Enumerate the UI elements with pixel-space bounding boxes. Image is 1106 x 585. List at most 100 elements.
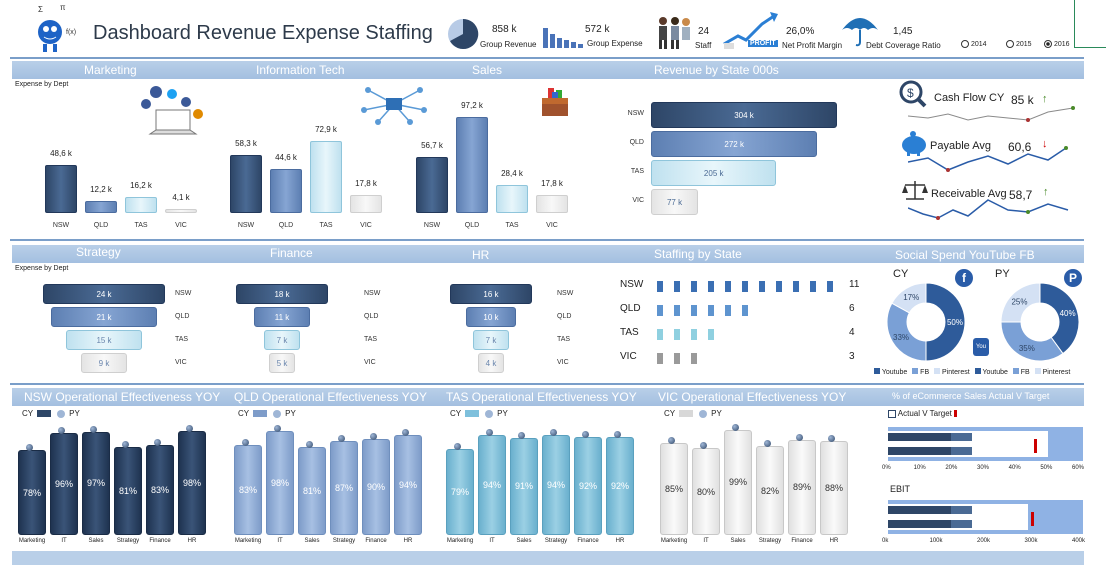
bar-value-label: 4,1 k — [172, 192, 190, 202]
legend-cy-swatch — [679, 410, 694, 418]
year-label: 2014 — [970, 40, 987, 48]
op-bar — [692, 448, 720, 535]
op-bar — [756, 446, 784, 535]
op-category-label: Finance — [149, 538, 171, 544]
person-icon — [674, 305, 680, 316]
op-category-label: Sales — [516, 538, 532, 544]
bar-category-label: TAS — [319, 222, 333, 229]
op-category-label: Sales — [88, 538, 104, 544]
divider — [10, 239, 1084, 241]
py-marker-dot — [550, 428, 557, 436]
svg-text:Σ: Σ — [38, 5, 43, 14]
legend-fb: FB — [920, 369, 930, 376]
op-category-label: IT — [703, 538, 709, 544]
py-marker-dot — [518, 431, 525, 439]
panel-title-staffing: Staffing by State — [654, 247, 742, 261]
legend-py-swatch — [485, 409, 494, 418]
kpi-debt-value: 1,45 — [893, 26, 913, 37]
staff-count: 6 — [849, 303, 855, 314]
op-bar — [606, 436, 634, 535]
person-icon — [827, 281, 833, 292]
op-bar-label: 92% — [610, 480, 629, 491]
ecom-legend: Actual V Target — [888, 409, 958, 418]
revenue-bar: 272 k — [651, 131, 818, 157]
ebit-target-marker — [1031, 512, 1034, 526]
state-label: VIC — [175, 359, 187, 366]
py-marker-dot — [454, 443, 461, 451]
kpi-staff-value: 24 — [698, 26, 710, 37]
funnel-bar-label: 21 k — [96, 313, 112, 322]
funnel-bar-label: 11 k — [274, 313, 290, 322]
funnel-bar: 18 k — [236, 284, 328, 304]
op-legend: CY PY — [450, 409, 508, 418]
person-icon — [776, 281, 782, 292]
legend-youtube: Youtube — [881, 369, 908, 376]
py-marker-dot — [26, 444, 33, 452]
op-bar — [574, 436, 602, 535]
py-donut-slice — [1000, 321, 1064, 362]
down-arrow-icon: ↓ — [1042, 138, 1048, 150]
bar-value-label: 56,7 k — [421, 141, 443, 150]
receivable-label: Receivable Avg — [931, 188, 1007, 200]
op-bar — [542, 434, 570, 535]
year-label: 2016 — [1053, 40, 1070, 48]
person-icon — [691, 281, 697, 292]
person-icon — [708, 305, 714, 316]
staff-count: 4 — [849, 327, 855, 338]
bar-category-label: QLD — [93, 222, 109, 229]
logo-figure: Σ π f(x) — [22, 2, 82, 54]
funnel-bar: 16 k — [450, 284, 532, 304]
year-label: 2015 — [1015, 40, 1032, 48]
expense-bar — [230, 155, 262, 213]
funnel-bar: 11 k — [254, 307, 310, 327]
bar-category-label: QLD — [464, 222, 480, 229]
cy-donut-slice — [925, 282, 966, 362]
legend-pinterest: Pinterest — [1042, 369, 1071, 376]
py-marker-dot — [700, 442, 707, 450]
op-bar-label: 96% — [54, 478, 73, 489]
person-icon — [708, 329, 714, 340]
op-bar — [724, 429, 752, 535]
funnel-bar: 21 k — [50, 307, 158, 327]
state-label: NSW — [557, 290, 574, 297]
kpi-expense-label: Group Expense — [587, 39, 643, 48]
ebit-axis-tick: 0k — [882, 538, 889, 544]
state-label: VIC — [620, 351, 637, 362]
op-bar-label: 94% — [482, 479, 501, 490]
op-bar — [788, 439, 816, 535]
year-radio-2016[interactable]: 2016 — [1044, 40, 1070, 48]
ebit-axis-tick: 300k — [1024, 538, 1038, 544]
expense-bar — [536, 195, 568, 213]
op-bar-label: 94% — [398, 479, 417, 490]
op-category-label: HR — [187, 538, 197, 544]
legend-py-swatch — [57, 409, 66, 418]
py-donut-slice-label: 35% — [1019, 344, 1035, 353]
payable-value: 60,6 — [1008, 140, 1032, 154]
ecom-axis-tick: 0% — [882, 465, 891, 471]
op-bar-label: 81% — [302, 486, 321, 497]
youtube-icon: You — [973, 338, 989, 356]
section-band: Strategy Finance HR Staffing by State So… — [12, 245, 1084, 276]
kpi-staff-label: Staff — [695, 41, 712, 50]
state-label: VIC — [632, 197, 644, 204]
op-category-label: Finance — [365, 538, 387, 544]
year-radio-2015[interactable]: 2015 — [1006, 40, 1032, 48]
profit-arrow-icon — [720, 10, 780, 57]
person-icon — [691, 353, 697, 364]
expense-bar — [416, 157, 448, 213]
year-radio-2014[interactable]: 2014 — [961, 40, 987, 48]
panel-title-revenue: Revenue by State 000s — [654, 63, 779, 77]
op-category-label: Marketing — [18, 538, 46, 544]
legend-py-label: PY — [285, 409, 296, 418]
scales-icon — [902, 179, 928, 206]
py-marker-dot — [306, 441, 313, 449]
ecom-axis-tick: 40% — [1008, 465, 1021, 471]
ebit-actual-bar — [888, 506, 972, 514]
people-row — [657, 279, 844, 297]
legend-cy-swatch — [253, 410, 268, 418]
py-marker-dot — [486, 428, 493, 436]
op-bar — [330, 441, 358, 535]
bar-category-label: NSW — [237, 222, 255, 229]
op-bar — [146, 445, 174, 535]
magnifier-dollar-icon: $ — [899, 80, 927, 113]
